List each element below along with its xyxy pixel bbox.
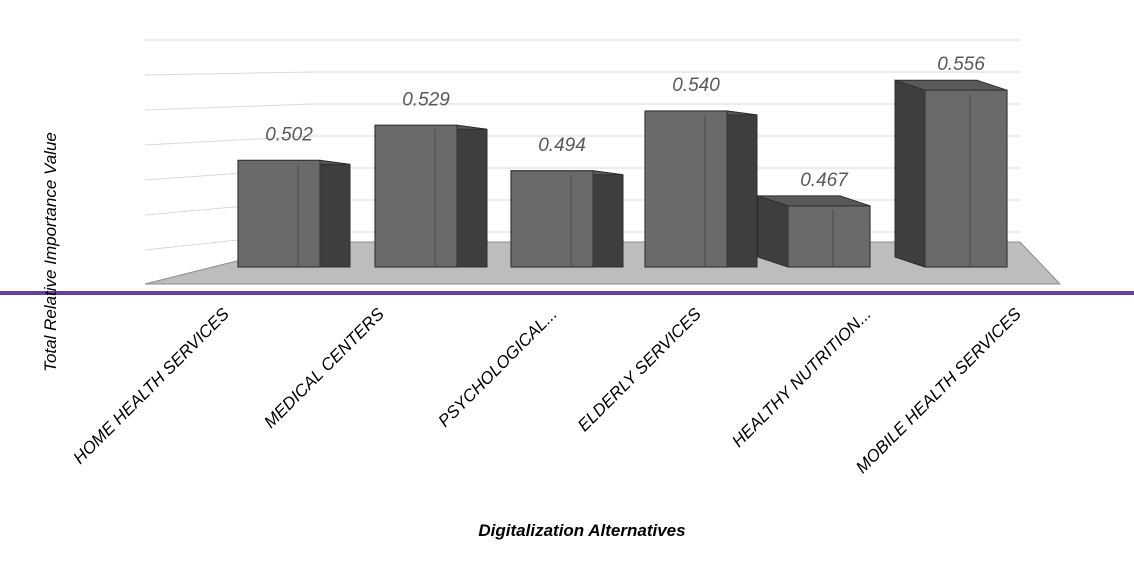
value-label: 0.494 xyxy=(538,135,586,156)
value-label: 0.502 xyxy=(265,124,313,145)
bar xyxy=(510,170,624,268)
divider-line xyxy=(0,291,1134,295)
bar xyxy=(644,110,758,268)
category-label: MOBILE HEALTH SERVICES xyxy=(852,304,1025,477)
bar-front xyxy=(787,205,871,268)
category-label: HOME HEALTH SERVICES xyxy=(70,304,234,468)
bar xyxy=(237,159,351,268)
category-labels: HOME HEALTH SERVICES MEDICAL CENTERS PSYCH… xyxy=(70,304,1026,477)
value-labels: 0.502 0.529 0.494 0.540 0.467 0.556 xyxy=(265,54,985,191)
category-label: ELDERLY SERVICES xyxy=(574,304,705,435)
bar-front xyxy=(237,159,321,268)
bar-side xyxy=(456,124,488,268)
bar xyxy=(374,124,488,268)
value-label: 0.556 xyxy=(937,54,985,75)
gridline-left xyxy=(144,103,313,111)
category-label: PSYCHOLOGICAL... xyxy=(434,304,560,430)
bar-side xyxy=(319,159,351,268)
category-label: HEALTHY NUTRITION... xyxy=(728,304,875,451)
bar-side xyxy=(592,170,624,268)
x-axis-title: Digitalization Alternatives xyxy=(478,521,685,540)
value-label: 0.467 xyxy=(800,170,849,191)
bar-front xyxy=(374,124,458,268)
bar-side xyxy=(757,195,789,268)
bar-front xyxy=(924,89,1008,268)
bars xyxy=(237,79,1008,268)
y-axis-title: Total Relative Importance Value xyxy=(41,132,60,372)
bar-front xyxy=(644,110,728,268)
category-label: MEDICAL CENTERS xyxy=(260,304,388,432)
bar-side xyxy=(726,110,758,268)
value-label: 0.540 xyxy=(672,75,720,96)
gridline-left xyxy=(144,135,313,146)
bar xyxy=(894,79,1008,268)
bar xyxy=(757,195,871,268)
value-label: 0.529 xyxy=(402,89,450,110)
bar-front xyxy=(510,170,594,268)
gridline-left xyxy=(144,71,313,76)
bar-side xyxy=(894,79,926,268)
